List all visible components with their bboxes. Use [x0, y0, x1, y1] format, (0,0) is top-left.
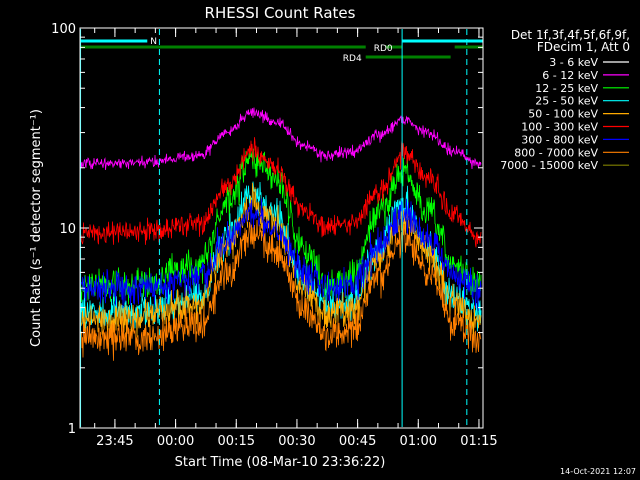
series-line-7 [80, 219, 482, 361]
series-line-0 [80, 131, 482, 199]
series-lines [80, 107, 482, 361]
legend-label-4: 50 - 100 keV [528, 108, 598, 121]
y-tick-label: 1 [68, 422, 76, 437]
legend-label-0: 3 - 6 keV [549, 56, 598, 69]
legend-label-7: 800 - 7000 keV [514, 146, 598, 159]
annotation-n: N [150, 37, 157, 47]
annotation-rd4: RD4 [343, 54, 362, 64]
series-line-6 [80, 198, 482, 311]
legend-header-line-2: FDecim 1, Att 0 [537, 40, 630, 54]
legend: Det 1f,3f,4f,5f,6f,9f, FDecim 1, Att 0 3… [500, 28, 630, 172]
x-tick-label: 01:00 [400, 434, 437, 449]
legend-label-5: 100 - 300 keV [521, 121, 598, 134]
legend-label-2: 12 - 25 keV [535, 82, 598, 95]
x-tick-label: 00:30 [278, 434, 315, 449]
series-line-1 [80, 107, 482, 171]
x-tick-label: 01:15 [460, 434, 497, 449]
x-axis: 23:45 00:00 00:15 00:30 00:45 01:00 01:15 [94, 28, 498, 449]
y-tick-label: 100 [51, 22, 76, 37]
x-tick-label: 00:45 [339, 434, 376, 449]
x-axis-label: Start Time (08-Mar-10 23:36:22) [175, 455, 386, 470]
y-tick-label: 10 [59, 222, 76, 237]
series-line-5 [80, 137, 482, 248]
instrument-state-bars: N RD0 RD4 [80, 37, 483, 64]
chart-title: RHESSI Count Rates [205, 4, 356, 22]
legend-label-6: 300 - 800 keV [521, 133, 598, 146]
legend-label-1: 6 - 12 keV [542, 69, 598, 82]
x-tick-label: 00:15 [218, 434, 255, 449]
y-axis: 1 10 100 [51, 22, 483, 437]
y-axis-label: Count Rate (s⁻¹ detector segment⁻¹) [29, 109, 44, 347]
x-tick-label: 00:00 [157, 434, 194, 449]
legend-label-8: 7000 - 15000 keV [500, 159, 598, 172]
x-tick-label: 23:45 [96, 434, 133, 449]
annotation-rd0: RD0 [374, 44, 393, 54]
footer-timestamp: 14-Oct-2021 12:07 [560, 467, 636, 476]
legend-header-line-1: Det 1f,3f,4f,5f,6f,9f, [511, 28, 630, 42]
legend-label-3: 25 - 50 keV [535, 95, 598, 108]
